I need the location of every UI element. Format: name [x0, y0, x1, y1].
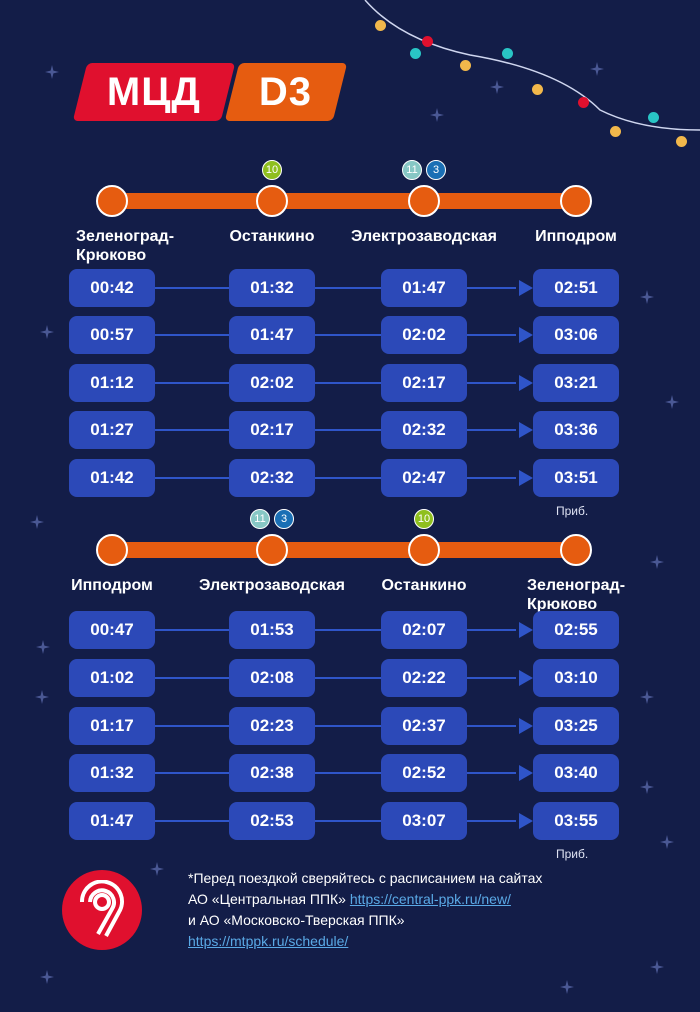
station-marker — [560, 185, 592, 217]
station-name: Зеленоград- Крюково — [76, 228, 175, 264]
time-cell: 00:47 — [69, 611, 155, 649]
time-cell: 03:21 — [533, 364, 619, 402]
garland-bulb — [648, 112, 659, 123]
arrow-icon — [519, 327, 533, 343]
central-ppk-link[interactable]: https://central-ppk.ru/new/ — [349, 891, 511, 907]
time-cell: 00:42 — [69, 269, 155, 307]
route-line — [112, 542, 576, 558]
garland-bulb — [578, 97, 589, 108]
station-name: Останкино — [229, 228, 315, 245]
time-cell: 02:02 — [229, 364, 315, 402]
time-cell: 01:32 — [69, 754, 155, 792]
time-cell: 02:02 — [381, 316, 467, 354]
time-cell: 02:07 — [381, 611, 467, 649]
time-cell: 02:17 — [381, 364, 467, 402]
arrival-note: Приб. — [556, 847, 589, 861]
time-cell: 03:25 — [533, 707, 619, 745]
arrow-icon — [519, 622, 533, 638]
garland-bulb — [676, 136, 687, 147]
transfer-badge-icon: 3 — [274, 509, 294, 529]
arrow-icon — [519, 280, 533, 296]
station-marker — [408, 534, 440, 566]
transfer-badge-icon: 3 — [426, 160, 446, 180]
arrow-icon — [519, 813, 533, 829]
garland-bulb — [375, 20, 386, 31]
time-cell: 01:12 — [69, 364, 155, 402]
time-cell: 01:02 — [69, 659, 155, 697]
time-cell: 01:42 — [69, 459, 155, 497]
arrow-icon — [519, 470, 533, 486]
time-cell: 03:40 — [533, 754, 619, 792]
time-cell: 02:53 — [229, 802, 315, 840]
time-cell: 02:08 — [229, 659, 315, 697]
time-cell: 01:32 — [229, 269, 315, 307]
station-name: Зеленоград- Крюково — [526, 577, 626, 613]
mtppk-link[interactable]: https://mtppk.ru/schedule/ — [188, 933, 349, 949]
time-cell: 02:22 — [381, 659, 467, 697]
time-cell: 02:37 — [381, 707, 467, 745]
transfer-badge-icon: 10 — [414, 509, 434, 529]
station-name: Останкино — [381, 577, 467, 594]
station-marker — [560, 534, 592, 566]
transfer-badge-icon: 11 — [250, 509, 270, 529]
station-name: Электрозаводская — [199, 577, 345, 594]
station-marker — [96, 185, 128, 217]
station-marker — [256, 534, 288, 566]
transfer-badge-icon: 10 — [262, 160, 282, 180]
time-cell: 01:47 — [229, 316, 315, 354]
station-marker — [408, 185, 440, 217]
route-line — [112, 193, 576, 209]
time-cell: 01:27 — [69, 411, 155, 449]
time-cell: 03:51 — [533, 459, 619, 497]
footer-note: *Перед поездкой сверяйтесь с расписанием… — [188, 868, 542, 952]
time-cell: 02:32 — [381, 411, 467, 449]
time-cell: 02:55 — [533, 611, 619, 649]
station-name: Электрозаводская — [351, 228, 497, 245]
time-cell: 02:17 — [229, 411, 315, 449]
time-cell: 03:10 — [533, 659, 619, 697]
garland-bulb — [502, 48, 513, 59]
footer-line2: АО «Центральная ППК» — [188, 891, 350, 907]
time-cell: 01:53 — [229, 611, 315, 649]
time-cell: 00:57 — [69, 316, 155, 354]
garland-bulb — [460, 60, 471, 71]
brand-logo-icon — [62, 870, 142, 950]
garland-bulb — [532, 84, 543, 95]
station-marker — [256, 185, 288, 217]
time-cell: 01:17 — [69, 707, 155, 745]
time-cell: 03:36 — [533, 411, 619, 449]
arrow-icon — [519, 765, 533, 781]
transfer-badge-icon: 11 — [402, 160, 422, 180]
arrow-icon — [519, 670, 533, 686]
arrow-icon — [519, 422, 533, 438]
garland-bulb — [610, 126, 621, 137]
time-cell: 01:47 — [381, 269, 467, 307]
time-cell: 02:23 — [229, 707, 315, 745]
time-cell: 02:32 — [229, 459, 315, 497]
time-cell: 03:07 — [381, 802, 467, 840]
time-cell: 03:06 — [533, 316, 619, 354]
time-cell: 03:55 — [533, 802, 619, 840]
time-cell: 02:51 — [533, 269, 619, 307]
station-name: Ипподром — [535, 228, 617, 245]
footer-line1: *Перед поездкой сверяйтесь с расписанием… — [188, 870, 543, 886]
time-cell: 02:52 — [381, 754, 467, 792]
footer-line3: и АО «Московско-Тверская ППК» — [188, 912, 405, 928]
arrival-note: Приб. — [556, 504, 589, 518]
garland-bulb — [410, 48, 421, 59]
time-cell: 01:47 — [69, 802, 155, 840]
time-cell: 02:38 — [229, 754, 315, 792]
arrow-icon — [519, 718, 533, 734]
station-name: Ипподром — [71, 577, 153, 594]
station-marker — [96, 534, 128, 566]
time-cell: 02:47 — [381, 459, 467, 497]
arrow-icon — [519, 375, 533, 391]
garland-bulb — [422, 36, 433, 47]
